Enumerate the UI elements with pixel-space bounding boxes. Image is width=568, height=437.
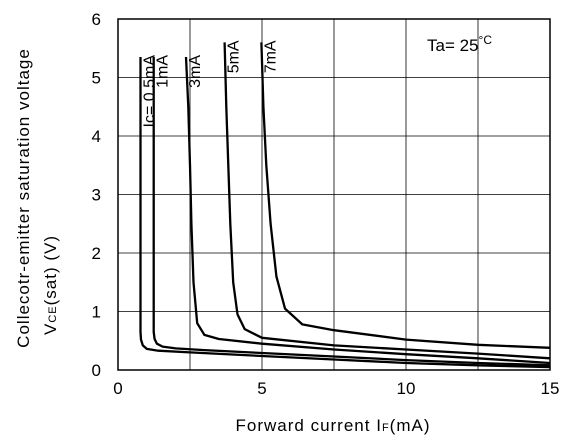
series-label: 1mA [155, 55, 172, 88]
tick-labels: 0 5 10 15 0 1 2 3 4 5 6 [92, 10, 560, 398]
x-tick-label: 0 [113, 379, 122, 398]
series-line [260, 42, 551, 349]
temperature-annotation: Ta= 25°C [427, 33, 492, 55]
y-tick-label: 3 [92, 186, 101, 205]
x-axis-title: Forward current IF(mA) [236, 416, 431, 435]
y-tick-label: 6 [92, 10, 101, 29]
y-tick-label: 0 [92, 361, 101, 380]
series-line [152, 57, 551, 367]
series-label: 7mA [262, 40, 279, 73]
y-tick-label: 2 [92, 244, 101, 263]
y-tick-label: 4 [92, 127, 101, 146]
y-axis-title-line1: Collecotr-emitter saturation voltage [14, 48, 33, 348]
series-curves [139, 42, 551, 369]
y-axis-title-line2: VCE(sat) (V) [41, 235, 60, 335]
grid-lines [118, 19, 550, 370]
x-tick-label: 5 [257, 379, 266, 398]
series-label: Ic= 0.5mA [142, 55, 159, 128]
plot-frame [117, 18, 551, 371]
series-line [223, 42, 551, 360]
series-line [184, 56, 551, 365]
x-tick-label: 10 [397, 379, 416, 398]
series-line [139, 57, 551, 369]
series-label: 3mA [187, 55, 204, 88]
y-tick-label: 5 [92, 69, 101, 88]
x-tick-label: 15 [541, 379, 560, 398]
series-label: 5mA [226, 40, 243, 73]
y-tick-label: 1 [92, 303, 101, 322]
